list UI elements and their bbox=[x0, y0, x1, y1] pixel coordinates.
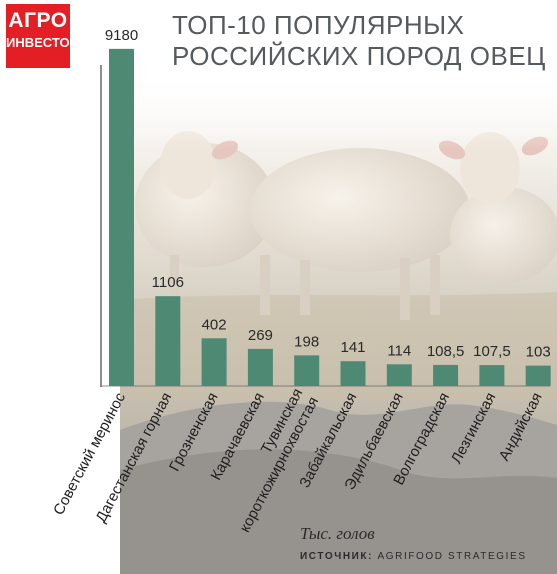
value-label-6: 141 bbox=[340, 339, 365, 356]
bar-5 bbox=[294, 355, 320, 386]
logo-line-1: АГРО bbox=[8, 9, 68, 32]
bar-1 bbox=[109, 48, 134, 387]
sheep-photo-background bbox=[120, 70, 557, 574]
logo-line-2: ИНВЕСТОР bbox=[6, 35, 79, 50]
bar-10 bbox=[525, 365, 551, 386]
value-labels-layer: 9180 1106 402 269 198 141 114 108,5 107,5 103 bbox=[105, 27, 551, 361]
bars-layer bbox=[109, 48, 551, 387]
chart-title-line-1: ТОП-10 ПОПУЛЯРНЫХ bbox=[172, 10, 465, 40]
value-label-9: 107,5 bbox=[473, 343, 511, 360]
source-label: ИСТОЧНИК: bbox=[300, 551, 374, 562]
agroinvestor-logo: АГРО ИНВЕСТОР bbox=[6, 4, 79, 68]
bar-4 bbox=[247, 348, 273, 386]
chart-title: ТОП-10 ПОПУЛЯРНЫХ РОССИЙСКИХ ПОРОД ОВЕЦ bbox=[172, 10, 552, 72]
chart-title-line-2: РОССИЙСКИХ ПОРОД ОВЕЦ bbox=[172, 41, 546, 71]
value-label-1: 9180 bbox=[105, 27, 138, 44]
value-label-4: 269 bbox=[248, 327, 273, 344]
value-label-5: 198 bbox=[294, 333, 319, 350]
bar-8 bbox=[433, 364, 459, 386]
bar-3 bbox=[201, 338, 227, 386]
bar-2 bbox=[155, 296, 181, 386]
value-label-7: 114 bbox=[387, 342, 411, 359]
value-label-8: 108,5 bbox=[427, 343, 465, 360]
bar-9 bbox=[479, 365, 505, 386]
bar-7 bbox=[386, 364, 412, 386]
value-label-2: 1106 bbox=[152, 274, 184, 291]
source-note: ИСТОЧНИК: AGRIFOOD STRATEGIES bbox=[300, 551, 527, 562]
value-label-10: 103 bbox=[526, 344, 551, 361]
value-label-3: 402 bbox=[202, 316, 227, 333]
unit-label: Тыс. голов bbox=[300, 524, 375, 543]
source-text: AGRIFOOD STRATEGIES bbox=[377, 551, 527, 562]
bar-6 bbox=[340, 361, 366, 386]
